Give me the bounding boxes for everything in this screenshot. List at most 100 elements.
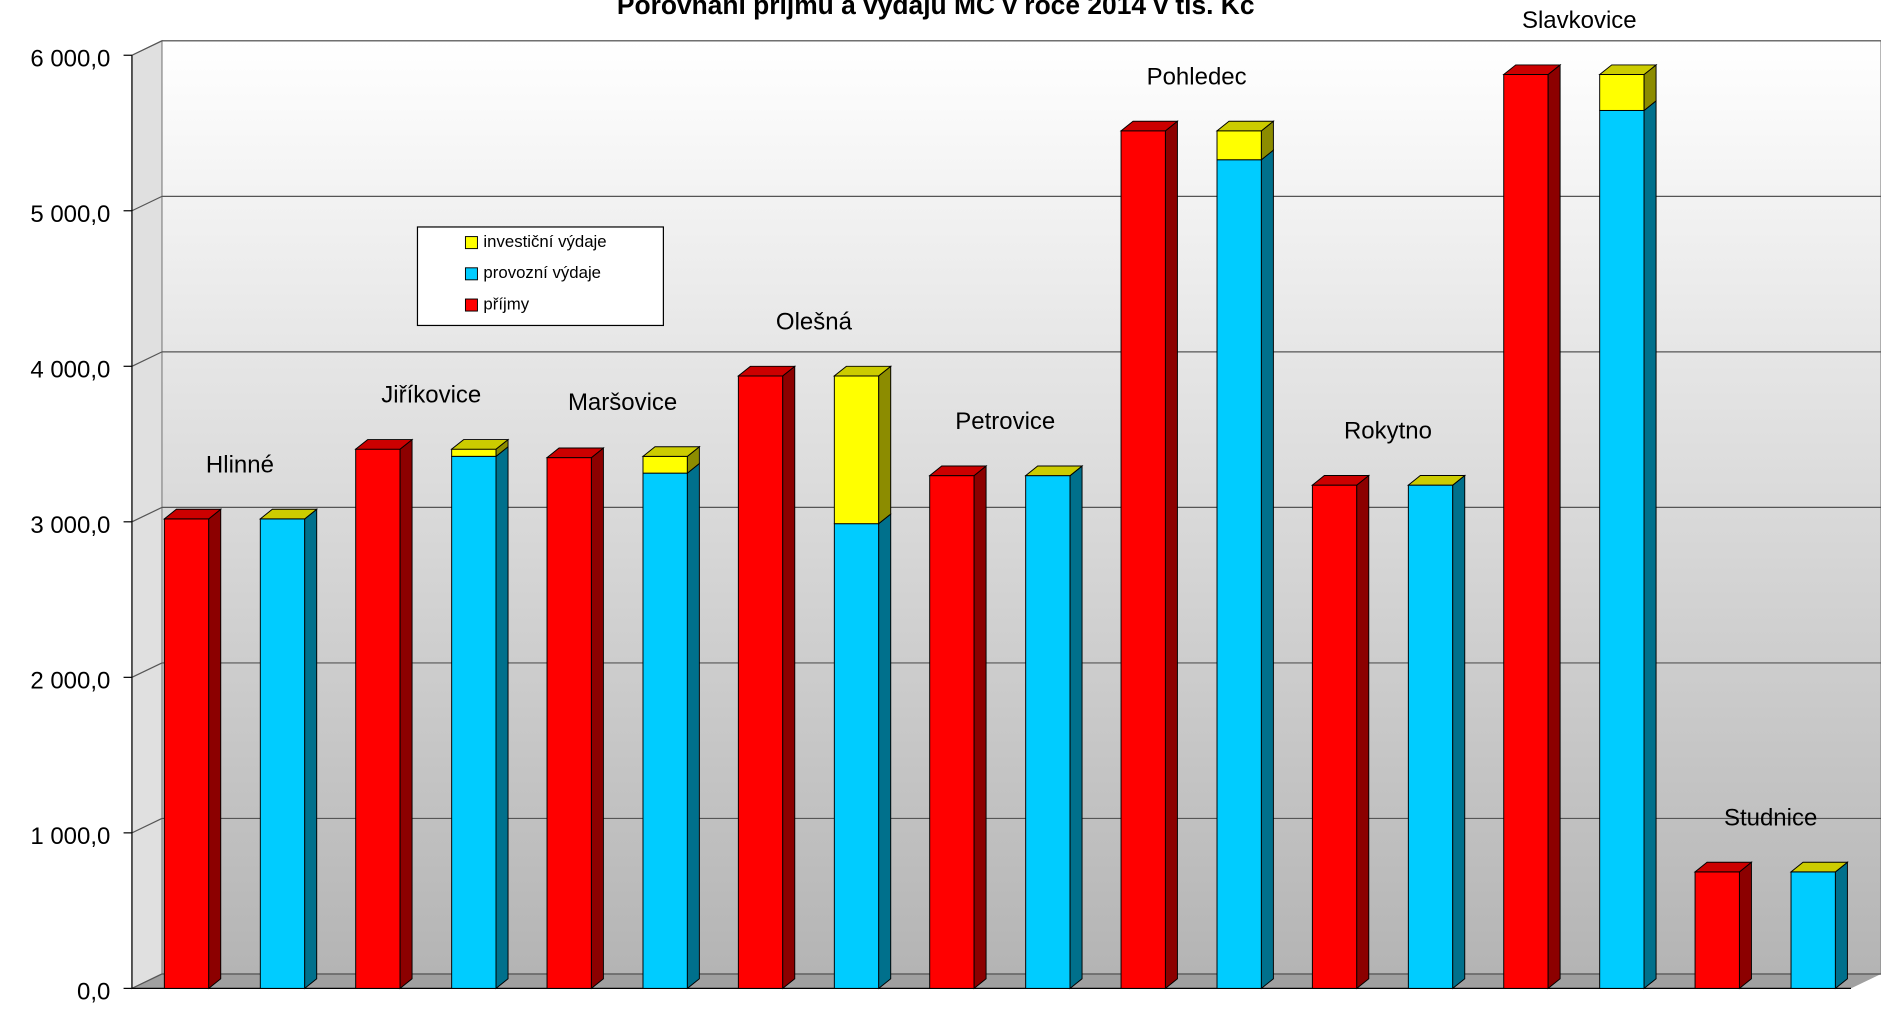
chart-title: Porovnání příjmů a výdajů MČ v roce 2014… [617,0,1255,20]
bar [1407,474,1466,990]
bar-top [1693,861,1753,873]
y-tick-label: 3 000,0 [30,512,110,539]
bar-side [1164,120,1178,990]
bar-side [1643,99,1657,990]
category-label: Jiříkovice [381,382,481,409]
legend-swatch [464,267,478,281]
bar-side [973,465,987,990]
bar-side [1356,474,1370,990]
legend-swatch [464,236,478,250]
bar-front [1790,871,1836,989]
bar-top [354,439,414,450]
bar-top [450,439,510,450]
category-label: Studnice [1724,804,1817,831]
bar-side [1452,474,1466,990]
bar [1790,861,1848,990]
bar-front [1407,484,1454,989]
bar-top [1502,64,1562,76]
bar-front [259,518,306,989]
bar [736,365,797,990]
bar-top [832,365,893,377]
bar-top [1024,465,1084,477]
grid-line [131,662,163,678]
bar-side [1547,63,1561,990]
bar [1311,474,1371,990]
bar [1693,861,1753,990]
bar [259,508,318,990]
y-tick-label: 2 000,0 [30,667,110,694]
bar-side [304,508,318,990]
y-tick-label: 5 000,0 [30,201,110,228]
bar-top [545,447,605,459]
bar-top [641,446,701,457]
bar-side [1260,149,1274,990]
bar-front [1503,74,1549,989]
bar-side [686,462,700,990]
bar [1025,465,1083,990]
bar-top [1789,861,1849,873]
bar [1024,465,1084,477]
bar [1789,861,1849,873]
bar-top [736,365,797,377]
bar-side [1738,861,1752,990]
bar-top [1406,475,1467,486]
bar-side [1834,861,1848,990]
bar [833,513,892,990]
bar [1216,149,1274,990]
legend-swatch [464,298,478,312]
bar-top [162,508,223,520]
bar-front [737,375,784,989]
bar-side [1069,465,1083,990]
bar-front [833,523,880,989]
bar-top [1119,120,1179,132]
bar-top [928,465,988,477]
bar [450,438,510,458]
legend-label: příjmy [483,294,529,313]
category-label: Olešná [776,308,853,335]
bar [1598,63,1658,112]
bar-front [1599,109,1645,989]
legend-label: investiční výdaje [483,232,606,251]
bar-top [1598,64,1658,76]
bar-front [546,457,592,989]
y-tick-label: 0,0 [77,979,110,1006]
bar-front [451,448,497,457]
bar [162,508,223,990]
bar-front [1694,871,1740,989]
bar-front [1599,74,1645,111]
bar [642,462,700,990]
bar-side [590,446,604,990]
y-tick-label: 4 000,0 [30,356,110,383]
bar-front [1120,130,1166,989]
bar-front [1025,475,1071,989]
bar [1119,120,1179,990]
category-label: Maršovice [568,389,677,416]
bar [1502,63,1562,990]
bar-front [1216,159,1262,989]
legend-label: provozní výdaje [483,263,601,282]
legend-box [416,226,664,327]
bar [832,365,893,525]
bar [641,445,701,475]
bar-side [399,438,413,990]
bar [1215,120,1275,161]
bar-front [642,472,688,989]
bar-front [642,455,688,474]
bar [1599,99,1657,990]
bar [1406,475,1467,486]
bar-side [208,508,222,990]
y-tick-label: 1 000,0 [30,823,110,850]
category-label: Hlinné [206,451,274,478]
category-label: Pohledec [1147,63,1247,90]
bar-front [163,518,210,989]
bar-front [1311,484,1358,989]
bar-top [1311,475,1371,486]
bar-top [258,508,319,520]
bar-side [878,513,892,990]
bar [354,438,414,990]
y-tick-label: 6 000,0 [30,45,110,72]
grid-line [131,973,163,989]
bar-front [1216,130,1262,161]
grid-line [131,817,163,834]
